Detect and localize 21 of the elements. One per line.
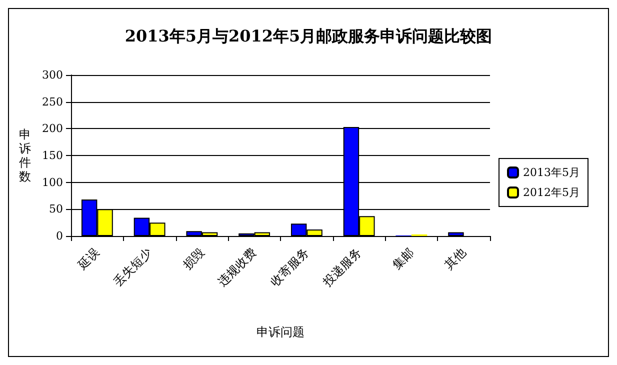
x-tick-label: 丢失短少	[110, 245, 155, 289]
y-tick-label: 150	[42, 149, 63, 162]
y-tick-label: 100	[42, 176, 63, 189]
x-tick-label: 收寄服务	[268, 245, 312, 289]
legend-label: 2012年5月	[523, 186, 580, 199]
x-tick-label: 延误	[74, 245, 102, 273]
chart-title: 2013年5月与2012年5月邮政服务申诉问题比较图	[124, 26, 492, 46]
x-axis-title: 申诉问题	[256, 325, 304, 339]
y-tick-label: 0	[56, 230, 63, 242]
y-tick-label: 250	[42, 95, 63, 108]
x-tick-label: 违规收费	[215, 245, 260, 289]
legend-label: 2013年5月	[523, 166, 580, 179]
x-tick-label: 损毁	[180, 245, 207, 272]
x-tick-label: 投递服务	[319, 245, 364, 290]
y-axis-title: 申诉件数	[19, 128, 31, 184]
y-tick-label: 200	[42, 122, 63, 136]
x-tick-label: 其他	[442, 245, 469, 272]
y-tick-label: 300	[42, 68, 63, 82]
x-tick-label: 集邮	[390, 245, 416, 272]
y-tick-label: 50	[49, 202, 63, 216]
bar	[448, 232, 464, 236]
